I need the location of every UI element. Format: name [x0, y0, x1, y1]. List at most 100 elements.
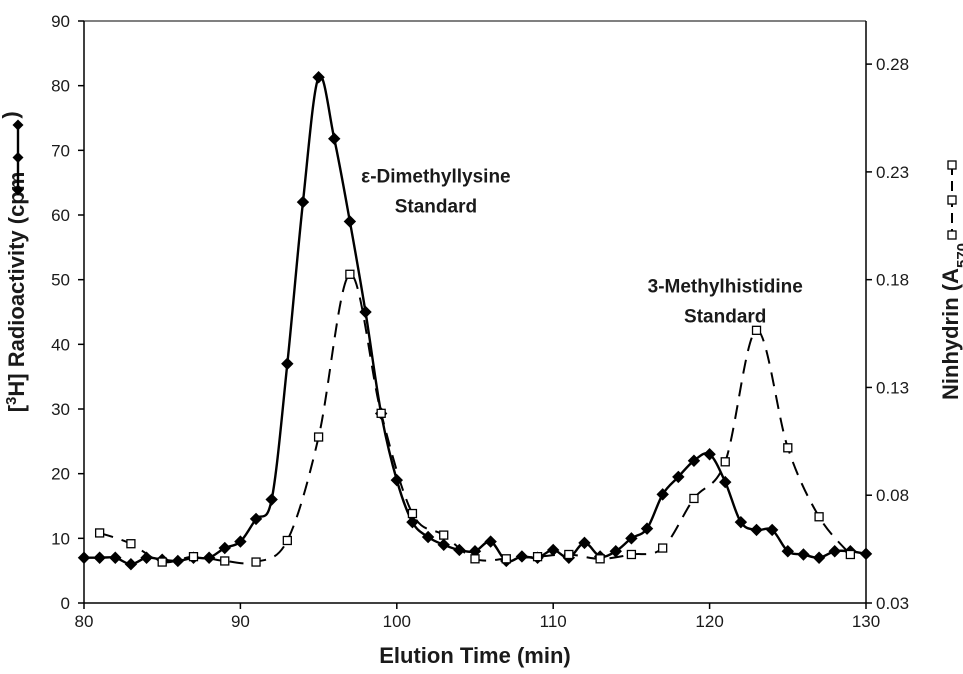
- ninhydrin-point: [564, 549, 574, 560]
- ninhydrin-point: [376, 408, 386, 418]
- x-tick-label: 90: [231, 612, 250, 631]
- ninhydrin-point: [439, 530, 449, 540]
- radioactivity-point: [296, 195, 310, 209]
- right-y-tick-label: 0.23: [876, 163, 909, 182]
- right-y-axis-title: Ninhydrin (A570: [938, 243, 963, 400]
- x-tick-label: 120: [695, 612, 723, 631]
- radioactivity-point: [515, 550, 529, 563]
- right-y-tick-label: 0.03: [876, 594, 909, 613]
- x-tick-label: 80: [75, 612, 94, 631]
- right-legend-square: [947, 230, 957, 240]
- radioactivity-point: [312, 71, 325, 84]
- radioactivity-point: [656, 488, 669, 501]
- ninhydrin-point: [188, 552, 199, 562]
- radioactivity-point: [734, 515, 748, 529]
- left-y-tick-label: 40: [51, 335, 70, 354]
- ninhydrin-point: [689, 493, 699, 504]
- left-y-tick-label: 50: [51, 271, 70, 290]
- radioactivity-point: [437, 538, 450, 552]
- left-y-tick-label: 90: [51, 12, 70, 31]
- radioactivity-point: [703, 448, 716, 461]
- radioactivity-point: [328, 132, 341, 145]
- radioactivity-point: [93, 551, 106, 564]
- radioactivity-point: [343, 215, 357, 228]
- ninhydrin-point: [282, 535, 292, 546]
- left-y-tick-label: 10: [51, 529, 70, 548]
- ninhydrin-point: [407, 508, 418, 519]
- ninhydrin-point: [658, 543, 668, 553]
- radioactivity-point: [218, 541, 231, 555]
- radioactivity-point: [781, 545, 795, 558]
- radioactivity-point: [484, 535, 497, 548]
- dimethyllysine-annotation: ε-Dimethyllysine: [361, 167, 510, 188]
- left-y-tick-label: 20: [51, 465, 70, 484]
- left-legend-diamond: [12, 184, 24, 196]
- radioactivity-point: [546, 543, 560, 557]
- radioactivity-point: [578, 536, 591, 550]
- x-tick-label: 110: [540, 612, 567, 631]
- radioactivity-point: [234, 535, 247, 548]
- radioactivity-point: [109, 551, 122, 564]
- ninhydrin-point: [313, 432, 324, 442]
- dimethyllysine-annotation: Standard: [395, 197, 477, 218]
- ninhydrin-point: [470, 554, 480, 564]
- radioactivity-point: [797, 548, 810, 561]
- radioactivity-point: [687, 454, 701, 467]
- ninhydrin-point: [220, 556, 230, 566]
- right-y-tick-label: 0.28: [876, 55, 909, 74]
- radioactivity-point: [421, 530, 435, 544]
- radioactivity-point: [265, 493, 278, 506]
- radioactivity-point: [719, 475, 732, 489]
- radioactivity-point: [828, 545, 841, 558]
- left-y-tick-label: 70: [51, 141, 70, 160]
- left-y-tick-label: 80: [51, 77, 70, 96]
- radioactivity-point: [765, 523, 779, 537]
- right-y-tick-label: 0.13: [876, 378, 909, 397]
- radioactivity-point: [171, 554, 185, 568]
- ninhydrin-point: [751, 325, 762, 335]
- x-axis-title: Elution Time (min): [379, 643, 570, 668]
- ninhydrin-point: [94, 528, 105, 538]
- left-y-tick-label: 60: [51, 206, 70, 225]
- left-y-axis-title-close: ): [0, 111, 23, 118]
- ninhydrin-point: [251, 557, 261, 567]
- radioactivity-point: [249, 512, 263, 526]
- radioactivity-point: [77, 551, 91, 564]
- radioactivity-point: [281, 357, 294, 370]
- radioactivity-point: [672, 470, 685, 484]
- radioactivity-point: [750, 523, 763, 537]
- radioactivity-point: [812, 551, 826, 564]
- radioactivity-point: [625, 532, 638, 545]
- left-legend-diamond: [12, 152, 24, 163]
- left-legend-diamond: [12, 119, 24, 131]
- ninhydrin-point: [720, 457, 730, 467]
- right-y-tick-label: 0.08: [876, 486, 909, 505]
- left-y-tick-label: 30: [51, 400, 70, 419]
- ninhydrin-point: [532, 552, 543, 562]
- right-legend-square: [947, 160, 957, 170]
- radioactivity-point: [124, 557, 138, 571]
- ninhydrin-point: [595, 554, 605, 564]
- ninhydrin-point: [157, 557, 167, 567]
- right-y-tick-label: 0.18: [876, 271, 909, 290]
- radioactivity-point: [453, 543, 466, 557]
- ninhydrin-point: [845, 549, 856, 560]
- ninhydrin-series-line: [99, 273, 852, 565]
- radioactivity-point: [640, 522, 654, 535]
- ninhydrin-point: [501, 554, 511, 564]
- x-tick-label: 100: [383, 612, 411, 631]
- left-y-axis-title: [3H] Radioactivity (cpm: [3, 172, 30, 413]
- ninhydrin-point: [626, 549, 637, 560]
- right-legend-square: [947, 195, 957, 205]
- ninhydrin-point: [783, 443, 793, 453]
- methylhistidine-annotation: 3-Methylhistidine: [648, 277, 803, 298]
- ninhydrin-point: [126, 539, 136, 549]
- left-y-tick-label: 0: [61, 594, 70, 613]
- x-tick-label: 130: [852, 612, 880, 631]
- radioactivity-point: [859, 547, 873, 561]
- ninhydrin-point: [345, 269, 355, 279]
- ninhydrin-point: [814, 512, 824, 522]
- methylhistidine-annotation: Standard: [684, 307, 766, 328]
